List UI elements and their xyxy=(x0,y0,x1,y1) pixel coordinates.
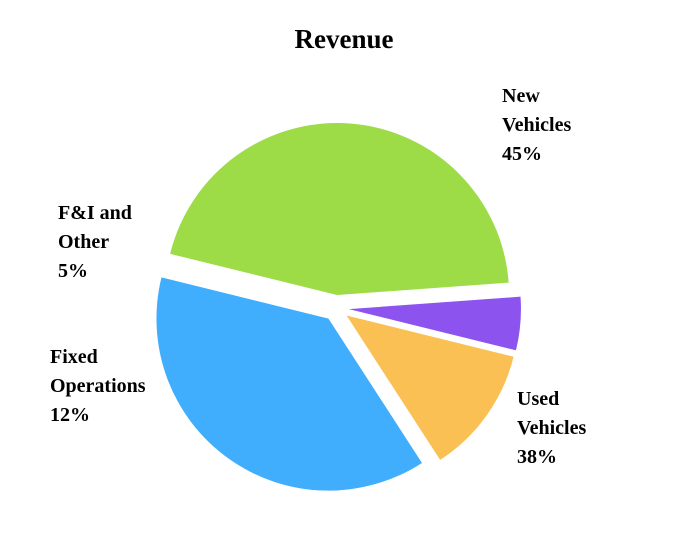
slice-label-fixed-operations: Fixed Operations 12% xyxy=(50,343,146,430)
pie-slice-fixed-operations xyxy=(346,315,514,460)
slice-label-line: Vehicles xyxy=(517,417,587,439)
pie-slice-new-vehicles xyxy=(170,123,509,296)
slice-value-label: 45% xyxy=(502,143,542,165)
pie-slice-fi-and-other xyxy=(348,296,521,351)
slice-label-line: Vehicles xyxy=(502,114,572,136)
slice-label-line: Other xyxy=(58,231,110,253)
slice-value-label: 12% xyxy=(50,404,90,426)
pie-slice-used-vehicles xyxy=(156,277,422,491)
slice-label-line: Used xyxy=(517,388,560,410)
slice-label-line: Operations xyxy=(50,375,146,397)
slice-value-label: 38% xyxy=(517,446,557,468)
slice-label-new-vehicles: New Vehicles 45% xyxy=(502,82,571,169)
slice-label-line: F&I and xyxy=(58,202,132,224)
slice-value-label: 5% xyxy=(58,260,88,282)
slice-label-fi-and-other: F&I and Other 5% xyxy=(58,199,132,286)
slice-label-line: Fixed xyxy=(50,346,98,368)
slice-label-used-vehicles: Used Vehicles 38% xyxy=(517,385,586,472)
chart-title: Revenue xyxy=(294,24,394,54)
slice-label-line: New xyxy=(502,85,540,107)
